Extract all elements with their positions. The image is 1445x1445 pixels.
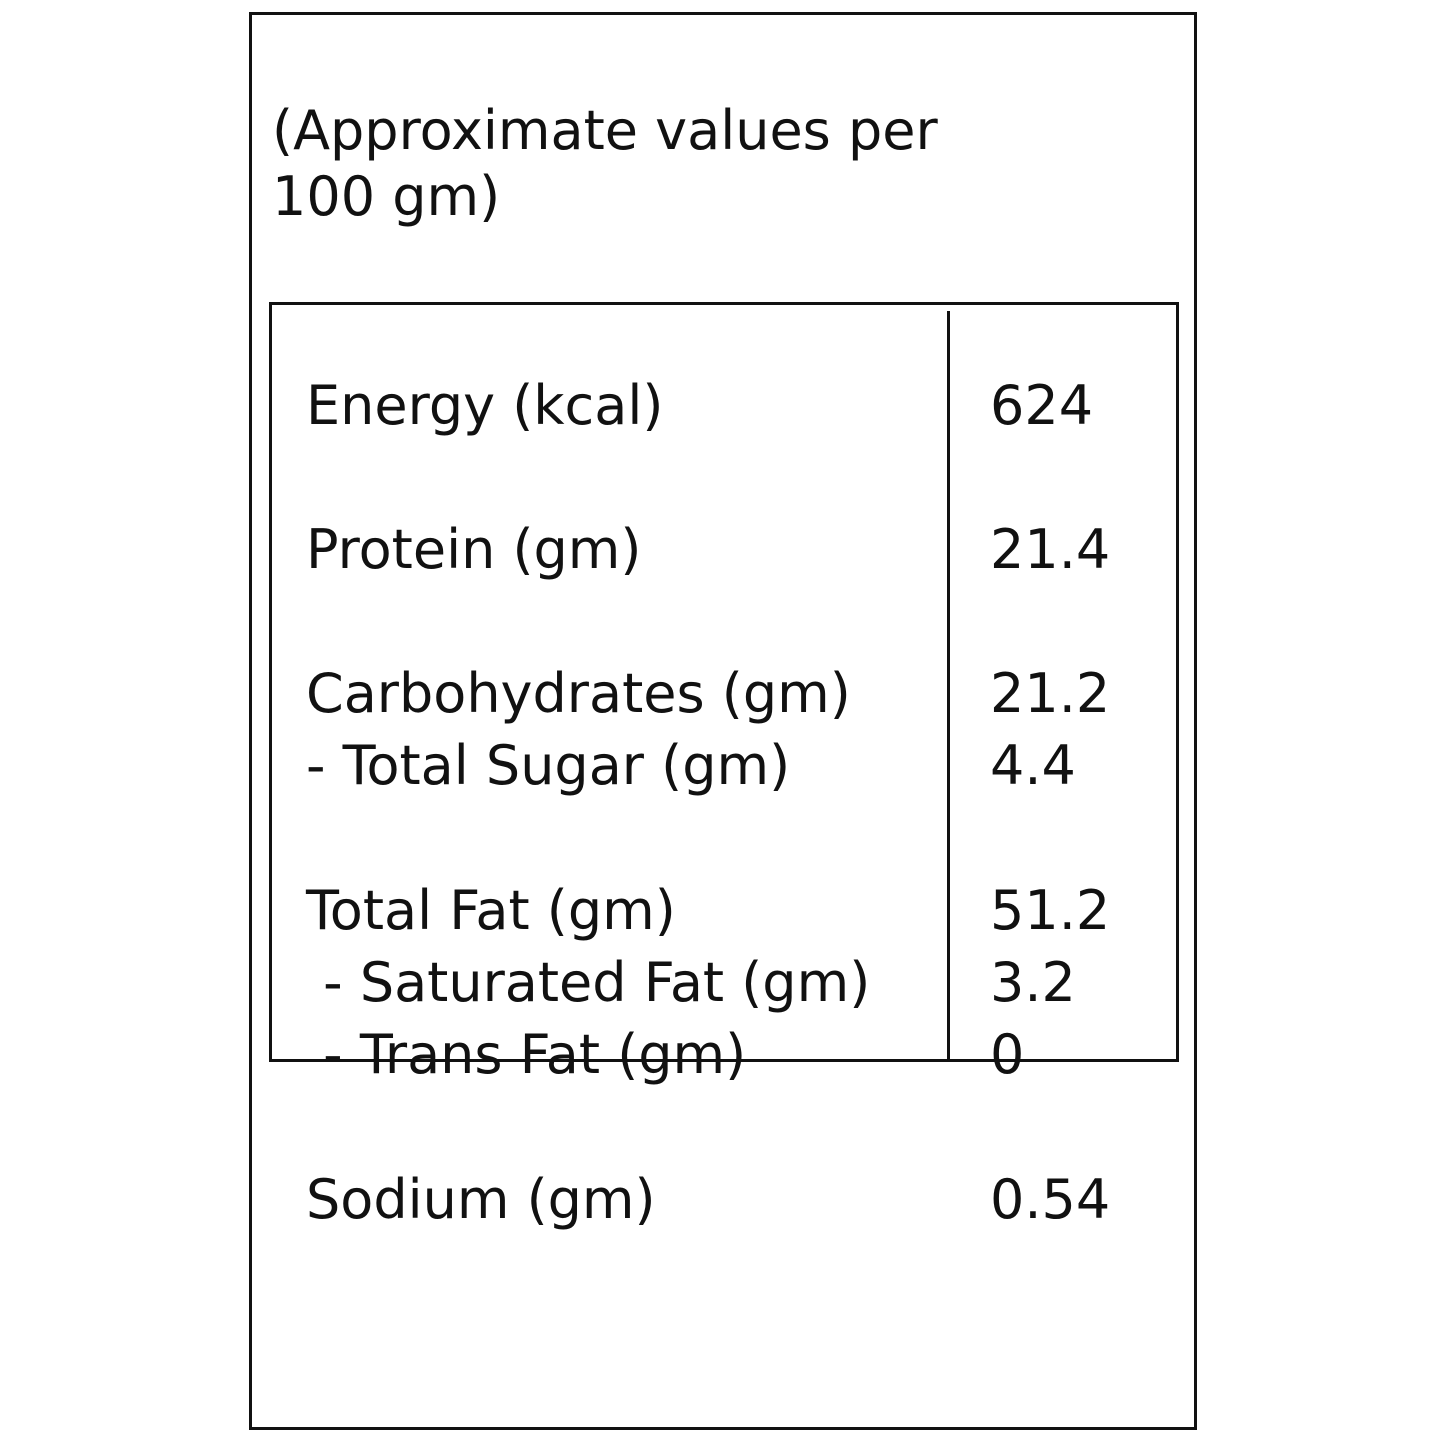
nutrient-label-sodium: Sodium (gm) xyxy=(306,1168,656,1231)
serving-note-line-1: (Approximate values per xyxy=(272,99,938,162)
serving-note: (Approximate values per 100 gm) xyxy=(272,98,1072,230)
nutrition-table xyxy=(269,302,1179,1062)
nutrient-value-sodium: 0.54 xyxy=(990,1168,1111,1231)
nutrient-value-trans-fat: 0 xyxy=(990,1023,1025,1086)
nutrient-label-saturated-fat: - Saturated Fat (gm) xyxy=(306,951,871,1014)
nutrient-value-carbohydrates: 21.2 xyxy=(990,662,1111,725)
nutrient-label-total-fat: Total Fat (gm) xyxy=(306,879,676,942)
nutrient-label-trans-fat: - Trans Fat (gm) xyxy=(306,1023,747,1086)
nutrient-label-protein: Protein (gm) xyxy=(306,518,642,581)
nutrient-value-total-sugar: 4.4 xyxy=(990,734,1076,797)
serving-note-line-2: 100 gm) xyxy=(272,165,501,228)
nutrient-label-energy: Energy (kcal) xyxy=(306,374,664,437)
nutrition-panel xyxy=(249,12,1197,1430)
nutrient-label-carbohydrates: Carbohydrates (gm) xyxy=(306,662,851,725)
nutrient-value-total-fat: 51.2 xyxy=(990,879,1111,942)
column-divider xyxy=(947,311,950,1060)
nutrient-label-total-sugar: - Total Sugar (gm) xyxy=(306,734,791,797)
nutrient-value-protein: 21.4 xyxy=(990,518,1111,581)
nutrient-value-energy: 624 xyxy=(990,374,1094,437)
nutrient-value-saturated-fat: 3.2 xyxy=(990,951,1076,1014)
